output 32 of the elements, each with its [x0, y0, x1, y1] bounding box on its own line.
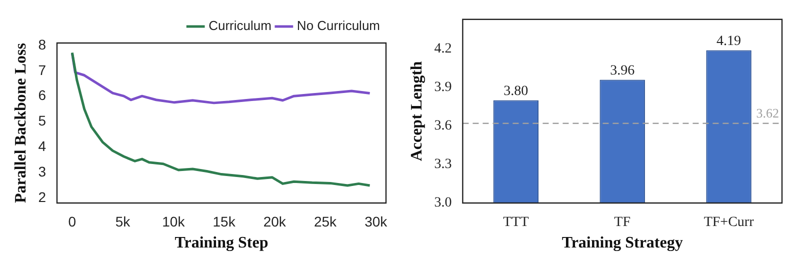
x-tick-label: 30k	[364, 213, 388, 230]
data-label: 4.19	[716, 34, 742, 49]
y-tick-label: 8	[38, 36, 46, 52]
data-label: 3.96	[610, 63, 635, 78]
x-tick-label: 25k	[314, 213, 338, 230]
y-tick-label: 3.6	[434, 118, 452, 134]
y-tick-label: 5	[38, 112, 46, 129]
x-axis-title: Training Strategy	[562, 234, 683, 252]
y-axis-title: Parallel Backbone Loss	[12, 42, 30, 204]
y-tick-label: 3.3	[434, 157, 452, 172]
ref-line-label: 3.62	[756, 105, 779, 120]
x-tick-label: 15k	[212, 213, 236, 230]
legend-label: Curriculum	[208, 18, 272, 34]
y-tick-label: 6	[38, 87, 46, 104]
x-tick-label: 5k	[115, 213, 132, 230]
y-tick-label: 4	[38, 138, 46, 154]
x-tick-label: 10k	[162, 213, 186, 230]
data-label: 3.80	[504, 84, 528, 99]
y-tick-label: 4.2	[434, 42, 452, 57]
y-tick-label: 3.9	[434, 80, 452, 96]
y-tick-label: 3.0	[434, 196, 452, 211]
x-axis-title: Training Step	[174, 234, 268, 252]
x-tick-label: 0	[68, 213, 76, 230]
y-tick-label: 7	[38, 62, 46, 78]
legend-label: No Curriculum	[296, 18, 380, 34]
x-tick-label: TF+Curr	[704, 215, 754, 230]
x-tick-label: 20k	[263, 213, 287, 230]
y-tick-label: 3	[38, 163, 46, 180]
x-tick-label: TF	[614, 215, 631, 230]
y-axis-title: Accept Length	[408, 61, 426, 162]
x-tick-label: TTT	[503, 215, 530, 230]
y-tick-label: 2	[38, 188, 46, 205]
